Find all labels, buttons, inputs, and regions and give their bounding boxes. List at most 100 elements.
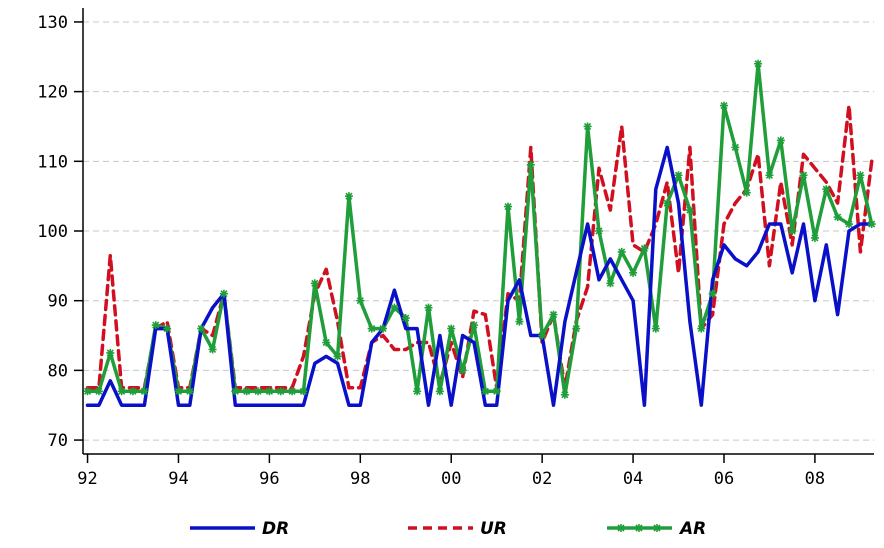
x-tick-label: 94 [168, 469, 188, 489]
data-point-ar [140, 387, 149, 396]
x-tick-label: 08 [805, 469, 825, 489]
data-point-ar [856, 171, 865, 180]
data-point-ar [356, 296, 365, 305]
data-point-ar [231, 387, 240, 396]
data-point-ar [447, 324, 456, 333]
legend-item-dr: DR [190, 519, 289, 539]
data-point-ar [810, 233, 819, 242]
data-point-ar [515, 317, 524, 326]
data-point-ar [685, 206, 694, 215]
legend-item-ar: AR [607, 519, 706, 539]
data-point-ar [458, 366, 467, 375]
data-point-ar [333, 352, 342, 361]
data-point-ar [731, 143, 740, 152]
data-point-ar [390, 303, 399, 312]
data-point-ar [288, 387, 297, 396]
data-point-ar [492, 387, 501, 396]
data-point-ar [526, 160, 535, 169]
legend-marker-ar [617, 524, 625, 532]
series-markers [83, 59, 876, 399]
x-tick-label: 98 [350, 469, 370, 489]
data-point-ar [310, 279, 319, 288]
data-point-ar [697, 324, 706, 333]
x-tick-label: 00 [441, 469, 461, 489]
legend-label-ar: AR [678, 519, 706, 539]
x-tick-label: 96 [259, 469, 279, 489]
y-tick-label: 110 [37, 152, 68, 172]
data-point-ar [299, 387, 308, 396]
series-line-ar [85, 62, 874, 397]
data-point-ar [379, 324, 388, 333]
data-point-ar [708, 289, 717, 298]
data-point-ar [151, 321, 160, 330]
data-point-ar [94, 387, 103, 396]
data-point-ar [424, 303, 433, 312]
data-point-ar [651, 324, 660, 333]
data-point-ar [185, 387, 194, 396]
data-point-ar [435, 387, 444, 396]
data-point-ar [276, 387, 285, 396]
data-point-ar [776, 136, 785, 145]
data-point-ar [742, 188, 751, 197]
data-point-ar [83, 387, 92, 396]
data-point-ar [174, 387, 183, 396]
data-point-ar [106, 348, 115, 357]
data-point-ar [833, 213, 842, 222]
data-point-ar [594, 227, 603, 235]
x-tick-label: 92 [77, 469, 97, 489]
data-point-ar [583, 122, 592, 131]
series-line-dr [85, 145, 874, 407]
data-point-ar [719, 101, 728, 110]
data-point-ar [344, 192, 353, 201]
data-point-ar [117, 387, 126, 396]
data-point-ar [788, 227, 797, 235]
data-point-ar [765, 171, 774, 180]
legend-item-ur: UR [408, 519, 507, 539]
legend-marker-ar [653, 524, 661, 532]
data-point-ar [674, 171, 683, 180]
y-tick-label: 120 [37, 83, 68, 103]
data-point-ar [504, 202, 513, 211]
data-point-ar [163, 324, 172, 333]
x-tick-label: 02 [532, 469, 552, 489]
legend: DR UR AR [190, 519, 706, 539]
axes [74, 8, 874, 463]
x-tick-label: 06 [714, 469, 734, 489]
data-point-ar [549, 310, 558, 319]
data-point-ar [367, 324, 376, 333]
data-point-ar [413, 387, 422, 396]
data-point-ar [322, 338, 331, 347]
data-point-ar [481, 387, 490, 396]
data-point-ar [617, 247, 626, 256]
data-point-ar [538, 331, 547, 340]
data-point-ar [663, 199, 672, 208]
series-line-ur [85, 103, 874, 390]
data-point-ar [208, 345, 217, 354]
data-point-ar [629, 268, 638, 277]
y-tick-label: 90 [48, 292, 68, 312]
y-tick-label: 100 [37, 222, 68, 242]
y-tick-label: 130 [37, 13, 68, 33]
y-tick-label: 70 [48, 431, 68, 451]
data-point-ar [606, 279, 615, 288]
series-lines [85, 62, 874, 407]
data-point-ar [640, 244, 649, 253]
data-point-ar [242, 387, 251, 396]
data-point-ar [469, 321, 478, 330]
data-point-ar [197, 324, 206, 333]
data-point-ar [844, 220, 853, 229]
legend-marker-ar [635, 524, 643, 532]
data-point-ar [265, 387, 274, 396]
data-point-ar [572, 324, 581, 333]
data-point-ar [219, 289, 228, 298]
legend-label-ur: UR [480, 519, 507, 539]
data-point-ar [254, 387, 263, 396]
data-point-ar [867, 220, 876, 229]
tick-labels: 70 80 90 100 110 120 130 92 94 96 98 00 02 04 06 08 [37, 13, 825, 489]
x-tick-label: 04 [623, 469, 643, 489]
data-point-ar [754, 59, 763, 68]
data-point-ar [799, 171, 808, 180]
data-point-ar [560, 390, 569, 399]
data-point-ar [822, 185, 831, 194]
